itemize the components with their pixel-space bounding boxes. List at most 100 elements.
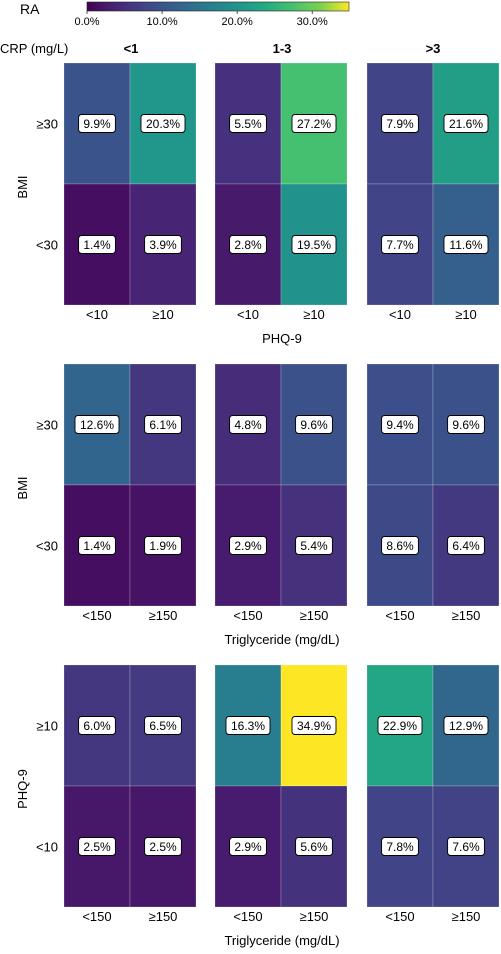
x-tick-label: <150 (233, 909, 262, 924)
cell-label-box (229, 415, 267, 434)
y-axis-title: BMI (15, 175, 30, 198)
heatmap-panel: 5.5% 27.2% 2.8% 19.5% <10 ≥10 (214, 62, 348, 322)
cell-value-label: 5.5% (234, 117, 262, 131)
cell-value-label: 9.4% (386, 418, 414, 432)
cell-value-label: 5.6% (300, 840, 328, 854)
cell-value-label: 9.6% (300, 418, 328, 432)
cell-value-label: 19.5% (297, 238, 331, 252)
x-tick-label: ≥10 (303, 307, 325, 322)
heatmap-panel: 22.9% 12.9% 7.8% 7.6% <150 ≥150 (366, 664, 500, 924)
cell-label-box (443, 716, 489, 735)
cell-label-box (381, 415, 419, 434)
x-tick-label: ≥150 (300, 909, 329, 924)
cell-value-label: 12.9% (449, 719, 483, 733)
cell-label-box (229, 114, 267, 133)
cell-label-box (381, 536, 419, 555)
cell-label-box (447, 536, 485, 555)
cell-value-label: 2.9% (234, 539, 262, 553)
cell-value-label: 4.8% (234, 418, 262, 432)
cell-value-label: 7.6% (452, 840, 480, 854)
colorbar-label: RA (20, 1, 40, 17)
cell-label-box (229, 235, 267, 254)
x-tick-label: <150 (233, 608, 262, 623)
x-tick-label: ≥150 (149, 608, 178, 623)
cell-value-label: 1.4% (83, 539, 111, 553)
x-tick-label: <150 (82, 608, 111, 623)
cell-value-label: 20.3% (146, 117, 180, 131)
heatmap-panel: 4.8% 9.6% 2.9% 5.4% <150 ≥150 (214, 363, 348, 623)
heatmap-row-3: PHQ-9 ≥10 <10 Triglyceride (mg/dL) 6.0% 6.5% 2… (15, 664, 500, 948)
cell-label-box (229, 536, 267, 555)
y-tick-label: ≥30 (36, 418, 58, 433)
cell-label-box (144, 837, 182, 856)
column-group-label: CRP (mg/L) (0, 41, 68, 56)
y-tick-label: ≥30 (36, 117, 58, 132)
x-tick-label: <10 (389, 307, 411, 322)
heatmap-panel: 6.0% 6.5% 2.5% 2.5% <150 ≥150 (63, 664, 197, 924)
heatmap-panel: 7.9% 21.6% 7.7% 11.6% <10 ≥10 (366, 62, 500, 322)
colorbar (86, 1, 350, 12)
cell-label-box (447, 837, 485, 856)
cell-label-box (447, 415, 485, 434)
heatmap-row-2: BMI ≥30 <30 Triglyceride (mg/dL) 12.6% 6.1% 1.… (15, 363, 500, 647)
cell-value-label: 7.8% (386, 840, 414, 854)
cell-value-label: 2.5% (83, 840, 111, 854)
column-group-name-1: <1 (124, 41, 139, 56)
cell-value-label: 9.6% (452, 418, 480, 432)
cell-value-label: 6.5% (149, 719, 177, 733)
x-tick-label: <150 (82, 909, 111, 924)
cell-value-label: 11.6% (449, 238, 482, 252)
cell-value-label: 34.9% (297, 719, 331, 733)
cell-value-label: 12.6% (80, 418, 114, 432)
x-axis-title: PHQ-9 (262, 331, 302, 346)
column-group-name-3: >3 (426, 41, 441, 56)
cell-label-box (291, 235, 337, 254)
colorbar-tick-label: 0.0% (74, 16, 99, 28)
cell-label-box (74, 415, 120, 434)
column-group-name-2: 1-3 (273, 41, 292, 56)
cell-value-label: 22.9% (383, 719, 417, 733)
x-axis-title: Triglyceride (mg/dL) (224, 933, 339, 948)
cell-value-label: 21.6% (449, 117, 483, 131)
cell-label-box (144, 716, 182, 735)
cell-label-box (295, 837, 333, 856)
heatmap-panel: 9.9% 20.3% 1.4% 3.9% <10 ≥10 (63, 62, 197, 322)
heatmap-panel: 9.4% 9.6% 8.6% 6.4% <150 ≥150 (366, 363, 500, 623)
y-tick-label: <30 (36, 238, 58, 253)
x-tick-label: <150 (385, 909, 414, 924)
cell-label-box (78, 716, 116, 735)
cell-value-label: 9.9% (83, 117, 111, 131)
heatmap-cell (214, 785, 282, 908)
y-axis-title: BMI (15, 476, 30, 499)
cell-value-label: 2.9% (234, 840, 262, 854)
x-tick-label: ≥150 (452, 909, 481, 924)
colorbar-ticks: 0.0% 10.0% 20.0% 30.0% (74, 11, 328, 28)
cell-label-box (229, 837, 267, 856)
cell-label-box (78, 837, 116, 856)
y-tick-label: <30 (36, 539, 58, 554)
cell-label-box (443, 114, 489, 133)
heatmap-panel: 16.3% 34.9% 2.9% 5.6% <150 ≥150 (214, 664, 348, 924)
cell-value-label: 1.4% (83, 238, 111, 252)
x-tick-label: ≥150 (452, 608, 481, 623)
cell-value-label: 2.8% (234, 238, 262, 252)
cell-label-box (291, 114, 337, 133)
cell-label-box (381, 114, 419, 133)
cell-value-label: 16.3% (231, 719, 265, 733)
cell-label-box (78, 235, 116, 254)
cell-label-box (381, 235, 419, 254)
cell-label-box (381, 837, 419, 856)
cell-label-box (144, 235, 182, 254)
cell-value-label: 2.5% (149, 840, 177, 854)
cell-value-label: 6.1% (149, 418, 177, 432)
x-tick-label: <150 (385, 608, 414, 623)
cell-value-label: 6.0% (83, 719, 111, 733)
colorbar-tick-label: 20.0% (222, 16, 253, 28)
heatmap-panel: 12.6% 6.1% 1.4% 1.9% <150 ≥150 (63, 363, 197, 623)
cell-label-box (443, 235, 489, 254)
cell-label-box (291, 716, 337, 735)
x-tick-label: <10 (86, 307, 108, 322)
y-axis-title: PHQ-9 (15, 769, 30, 809)
cell-label-box (144, 415, 182, 434)
